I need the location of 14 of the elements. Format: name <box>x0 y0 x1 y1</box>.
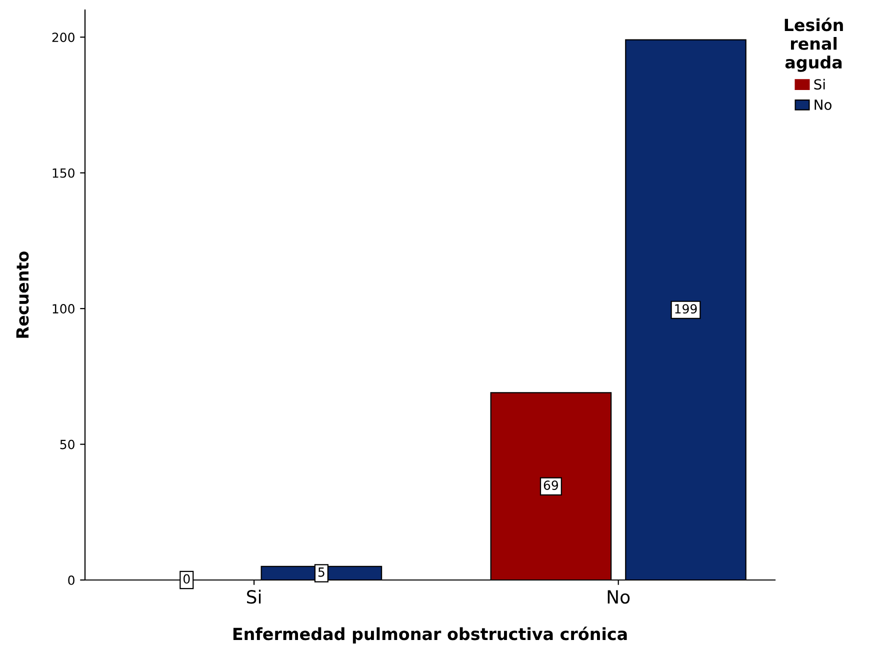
y-tick-label: 100 <box>52 304 74 314</box>
legend-label: Si <box>814 78 825 90</box>
data-label: 199 <box>675 304 697 314</box>
legend-label: No <box>814 100 832 110</box>
x-axis-title: Enfermedad pulmonar obstructiva crónica <box>233 626 627 644</box>
data-label: 69 <box>544 480 558 490</box>
y-axis-title: Recuento <box>16 251 29 338</box>
data-label: 5 <box>318 568 324 577</box>
legend-title: Lesión renal aguda <box>784 18 843 72</box>
data-label: 0 <box>183 574 190 584</box>
y-tick-label: 0 <box>68 575 74 585</box>
y-tick-label: 200 <box>52 32 74 42</box>
y-tick-label: 150 <box>52 168 74 178</box>
y-tick-label: 50 <box>60 440 74 450</box>
